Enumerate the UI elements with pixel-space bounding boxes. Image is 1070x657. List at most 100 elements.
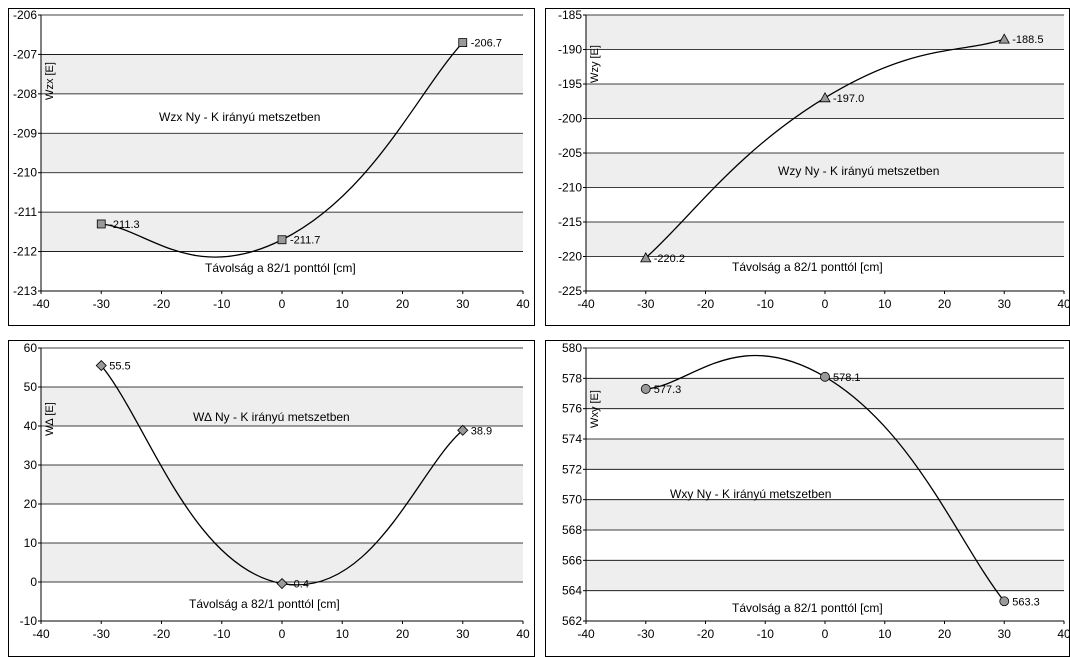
grid-band [586, 378, 1064, 409]
x-tick-label: -20 [697, 627, 715, 641]
data-point [640, 252, 652, 263]
grid-band [41, 212, 523, 252]
y-tick-label: -195 [558, 77, 582, 91]
data-label: 563.3 [1012, 596, 1040, 608]
y-tick-label: 576 [562, 402, 582, 416]
x-tick-label: -40 [32, 297, 50, 311]
chart-panel-wxy: 562 564 566 568 570 572 574 576 578 580 -40 -30 -20 -… [545, 340, 1070, 657]
y-tick-label: 570 [562, 493, 582, 507]
data-point [277, 235, 287, 245]
x-tick-label: 10 [878, 297, 892, 311]
data-point [96, 219, 106, 229]
grid-band [586, 560, 1064, 591]
data-label: -188.5 [1012, 34, 1043, 46]
grid-band [586, 439, 1064, 470]
x-tick-label: -30 [93, 627, 111, 641]
data-label: -197.0 [833, 93, 864, 105]
y-tick-label: -215 [558, 215, 582, 229]
x-axis-label: Távolság a 82/1 ponttól [cm] [205, 261, 356, 275]
x-axis-label: Távolság a 82/1 ponttól [cm] [189, 597, 340, 611]
x-tick-label: -10 [213, 297, 231, 311]
chart-panel-wzx: -213 -212 -211 -210 -209 -208 -207 -206 -40 -30 -2… [8, 8, 535, 326]
x-tick-label: 0 [279, 627, 286, 641]
data-point [276, 577, 288, 590]
x-tick-label: -30 [93, 297, 111, 311]
y-axis-label: Wzy [E] [589, 45, 601, 83]
grid-band [586, 15, 1064, 50]
x-tick-label: 40 [1057, 627, 1070, 641]
x-tick-label: 40 [1057, 297, 1070, 311]
y-axis-label: Wxy [E] [589, 390, 601, 428]
y-tick-label: -212 [13, 245, 37, 259]
y-tick-label: -210 [13, 166, 37, 180]
y-tick-label: -206 [13, 8, 37, 22]
x-tick-label: -10 [757, 627, 775, 641]
data-label: 578.1 [833, 372, 861, 384]
y-axis-label: Wzx [E] [44, 62, 56, 100]
data-point [457, 424, 469, 436]
y-tick-label: 564 [562, 584, 582, 598]
wzx-chart: -213 -212 -211 -210 -209 -208 -207 -206 -40 -30 -2… [13, 8, 530, 311]
x-tick-label: -20 [153, 627, 171, 641]
x-tick-label: 30 [998, 627, 1012, 641]
y-axis-label: W∆ [E] [44, 402, 56, 436]
x-tick-label: 20 [938, 297, 952, 311]
y-tick-label: 40 [24, 419, 38, 433]
x-tick-label: -30 [637, 297, 655, 311]
x-tick-label: 20 [396, 297, 410, 311]
x-tick-label: 0 [822, 297, 829, 311]
y-tick-label: 0 [30, 575, 37, 589]
y-tick-label: -220 [558, 250, 582, 264]
y-tick-label: -208 [13, 87, 37, 101]
x-tick-label: 10 [878, 627, 892, 641]
wzy-chart: -225-220-215-210-205-200-195-190-185-40-… [558, 8, 1070, 311]
data-label: -211.3 [109, 219, 139, 231]
x-axis-label: Távolság a 82/1 ponttól [cm] [732, 260, 883, 274]
chart-title: Wzy Ny - K irányú metszetben [778, 164, 939, 178]
x-tick-label: 0 [279, 297, 286, 311]
grid-band [586, 222, 1064, 257]
y-tick-label: 572 [562, 462, 582, 476]
y-tick-label: -211 [14, 205, 37, 219]
grid-band [41, 387, 523, 426]
chart-title: W∆ Ny - K irányú metszetben [193, 410, 350, 424]
x-tick-label: 30 [998, 297, 1012, 311]
y-tick-label: 568 [562, 523, 582, 537]
data-point [820, 371, 830, 382]
x-tick-label: -30 [637, 627, 655, 641]
chart-title: Wzx Ny - K irányú metszetben [159, 110, 320, 124]
chart-title: Wxy Ny - K irányú metszetben [670, 487, 831, 501]
x-tick-label: 20 [396, 627, 410, 641]
y-tick-label: -200 [558, 112, 582, 126]
grid-band [41, 465, 523, 504]
x-tick-label: -20 [153, 297, 171, 311]
y-tick-label: 580 [562, 341, 582, 355]
data-label: -0.4 [290, 579, 309, 591]
data-label: -206.7 [471, 38, 502, 50]
grid-band [41, 543, 523, 582]
y-tick-label: -209 [13, 126, 37, 140]
chart-panel-wzy: -225 -220 -215 -210 -205 -200 -195 -190 -185 -40-… [545, 8, 1070, 326]
data-label: 577.3 [654, 384, 682, 396]
grid-band [586, 499, 1064, 530]
y-tick-label: -185 [558, 8, 582, 22]
x-tick-label: -40 [577, 627, 595, 641]
grid-band [586, 153, 1064, 188]
x-tick-label: -10 [757, 297, 775, 311]
y-tick-label: -207 [13, 47, 37, 61]
x-tick-label: 40 [516, 297, 530, 311]
data-label: -220.2 [654, 253, 685, 265]
x-tick-label: -10 [213, 627, 231, 641]
x-tick-label: 30 [456, 297, 470, 311]
y-tick-label: 20 [24, 497, 38, 511]
y-tick-label: -205 [558, 146, 582, 160]
x-tick-label: 10 [336, 627, 350, 641]
x-tick-label: -20 [697, 297, 715, 311]
y-tick-label: 562 [562, 614, 582, 628]
x-tick-label: 40 [516, 627, 530, 641]
wxy-chart: 562 564 566 568 570 572 574 576 578 580 -40 -30 -20 -… [562, 341, 1070, 641]
data-point [999, 596, 1010, 607]
x-tick-label: 30 [456, 627, 470, 641]
data-point [819, 91, 831, 103]
y-tick-label: -190 [558, 43, 582, 57]
